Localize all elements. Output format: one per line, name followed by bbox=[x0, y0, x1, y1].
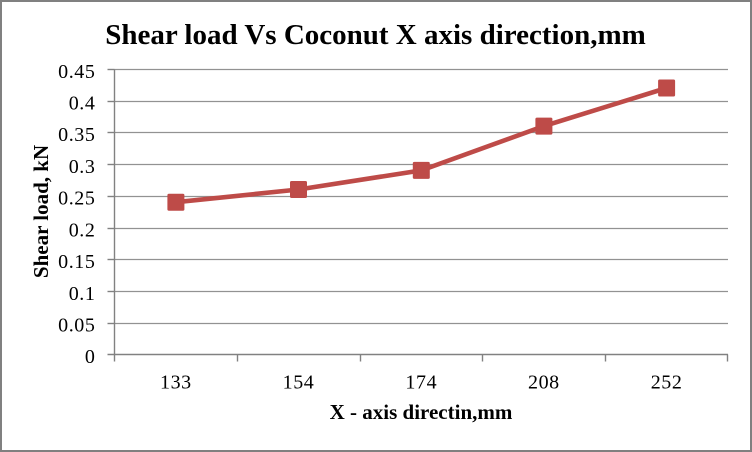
svg-text:Shear load, kN: Shear load, kN bbox=[29, 145, 53, 278]
svg-text:208: 208 bbox=[528, 371, 560, 393]
svg-text:0.05: 0.05 bbox=[58, 315, 95, 337]
svg-text:0.2: 0.2 bbox=[69, 219, 96, 241]
svg-text:0.45: 0.45 bbox=[58, 61, 95, 83]
svg-text:154: 154 bbox=[283, 371, 315, 393]
svg-text:0.35: 0.35 bbox=[58, 124, 95, 146]
svg-text:0.15: 0.15 bbox=[58, 251, 95, 273]
svg-text:0: 0 bbox=[85, 346, 96, 368]
svg-text:252: 252 bbox=[651, 371, 683, 393]
svg-text:0.4: 0.4 bbox=[69, 93, 96, 115]
svg-text:174: 174 bbox=[405, 371, 437, 393]
svg-text:133: 133 bbox=[160, 371, 192, 393]
svg-text:Shear load Vs Coconut X axis d: Shear load Vs Coconut X axis direction,m… bbox=[105, 19, 646, 51]
svg-text:0.25: 0.25 bbox=[58, 188, 95, 210]
svg-text:0.3: 0.3 bbox=[69, 156, 96, 178]
svg-text:X - axis directin,mm: X - axis directin,mm bbox=[330, 400, 513, 424]
svg-text:0.1: 0.1 bbox=[69, 283, 96, 305]
